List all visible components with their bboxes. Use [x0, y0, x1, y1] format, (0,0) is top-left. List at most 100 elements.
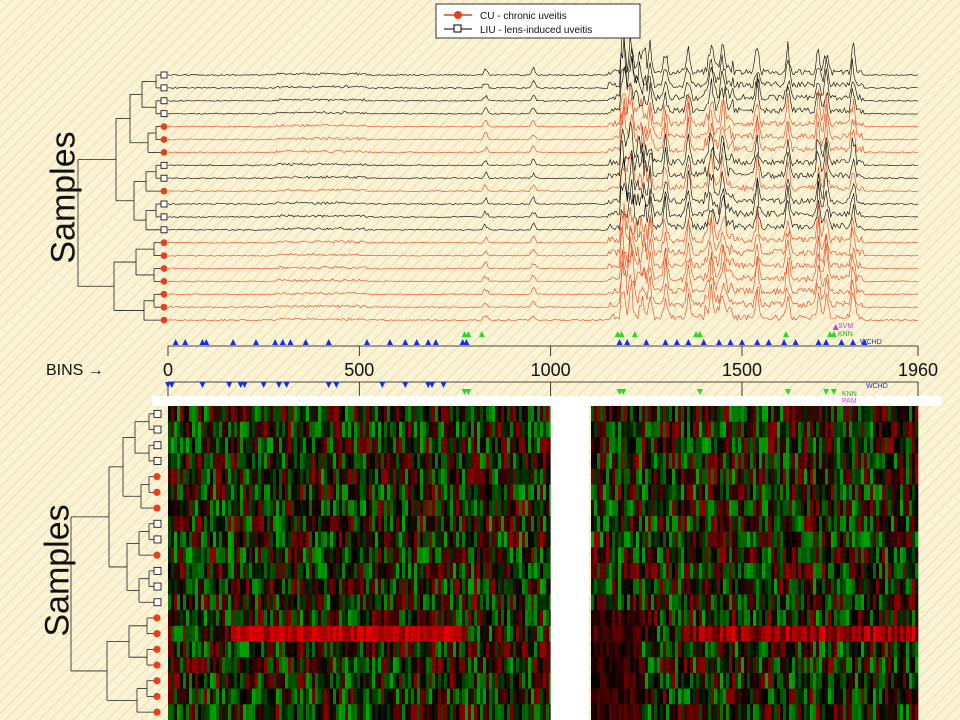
heatmap-cell [354, 594, 358, 611]
bin-marker-wchd [226, 382, 233, 388]
heatmap-cell [438, 704, 442, 720]
heatmap-cell [618, 468, 622, 485]
heatmap-cell [891, 468, 895, 485]
heatmap-cell [837, 547, 841, 564]
heatmap-cell [906, 421, 910, 438]
heatmap-cell [624, 531, 628, 548]
heatmap-cell [657, 563, 661, 579]
heatmap-cell [495, 484, 499, 501]
heatmap-cell [729, 531, 733, 548]
heatmap-cell [615, 657, 619, 674]
heatmap-cell [906, 406, 910, 422]
heatmap-cell [801, 453, 805, 470]
heatmap-cell [732, 578, 736, 595]
heatmap-cell [474, 657, 478, 674]
heatmap-cell [357, 625, 361, 642]
heatmap-cell [276, 672, 280, 689]
heatmap-cell [849, 688, 853, 705]
heatmap-cell [654, 468, 658, 485]
heatmap-cell [870, 610, 874, 627]
bin-marker-wchd [363, 339, 370, 345]
heatmap-cell [186, 531, 190, 548]
heatmap-cell [417, 515, 421, 532]
heatmap-cell [324, 531, 328, 548]
heatmap-cell [360, 594, 364, 611]
heatmap-cell [909, 672, 913, 689]
heatmap-cell [267, 641, 271, 658]
heatmap-cell [321, 594, 325, 611]
heatmap-cell [444, 625, 448, 642]
heatmap-cell [855, 563, 859, 579]
heatmap-cell [384, 468, 388, 485]
heatmap-cell [768, 610, 772, 627]
heatmap-cell [405, 547, 409, 564]
heatmap-cell [222, 531, 226, 548]
heatmap-cell [192, 421, 196, 438]
heatmap-cell [540, 688, 544, 705]
heatmap-cell [516, 594, 520, 611]
heatmap-cell [597, 657, 601, 674]
heatmap-cell [906, 453, 910, 470]
heatmap-cell [333, 547, 337, 564]
heatmap-cell [774, 453, 778, 470]
heatmap-cell [801, 657, 805, 674]
heatmap-cell [387, 657, 391, 674]
heatmap-cell [906, 500, 910, 517]
heatmap-cell [747, 484, 751, 501]
heatmap-cell [426, 531, 430, 548]
heatmap-cell [777, 500, 781, 517]
heatmap-cell [330, 547, 334, 564]
heatmap-cell [906, 468, 910, 485]
heatmap-cell [888, 421, 892, 438]
heatmap-cell [264, 578, 268, 595]
heatmap-cell [216, 468, 220, 485]
heatmap-cell [414, 515, 418, 532]
heatmap-cell [804, 468, 808, 485]
heatmap-cell [594, 437, 598, 454]
heatmap-cell [216, 406, 220, 422]
heatmap-cell [261, 657, 265, 674]
heatmap-cell [396, 531, 400, 548]
heatmap-cell [189, 610, 193, 627]
heatmap-cell [522, 406, 526, 422]
heatmap-cell [234, 578, 238, 595]
heatmap-cell [513, 531, 517, 548]
heatmap-cell [393, 563, 397, 579]
heatmap-cell [171, 468, 175, 485]
heatmap-cell [285, 515, 289, 532]
heatmap-cell [174, 406, 178, 422]
heatmap-cell [876, 437, 880, 454]
heatmap-cell [783, 688, 787, 705]
bin-markers-top [172, 324, 868, 345]
heatmap-cell [384, 500, 388, 517]
heatmap-cell [717, 610, 721, 627]
heatmap-cell [525, 688, 529, 705]
heatmap-cell [651, 484, 655, 501]
heatmap-cell [852, 657, 856, 674]
heatmap-cell [672, 437, 676, 454]
heatmap-cell [492, 406, 496, 422]
heatmap-cell [189, 484, 193, 501]
heatmap-cell [432, 421, 436, 438]
heatmap-cell [894, 563, 898, 579]
heatmap-cell [858, 468, 862, 485]
heatmap-cell [432, 531, 436, 548]
heatmap-cell [708, 563, 712, 579]
heatmap-cell [852, 437, 856, 454]
heatmap-cell [423, 500, 427, 517]
heatmap-cell [471, 625, 475, 642]
heatmap-cell [270, 563, 274, 579]
heatmap-cell [528, 437, 532, 454]
heatmap-cell [621, 484, 625, 501]
heatmap-cell [390, 704, 394, 720]
heatmap-cell [468, 688, 472, 705]
heatmap-cell [303, 437, 307, 454]
heatmap-cell [303, 594, 307, 611]
heatmap-cell [822, 578, 826, 595]
heatmap-cell [891, 421, 895, 438]
heatmap-cell [816, 657, 820, 674]
heatmap-cell [516, 437, 520, 454]
heatmap-cell [810, 625, 814, 642]
heatmap-cell [261, 563, 265, 579]
heatmap-cell [654, 515, 658, 532]
